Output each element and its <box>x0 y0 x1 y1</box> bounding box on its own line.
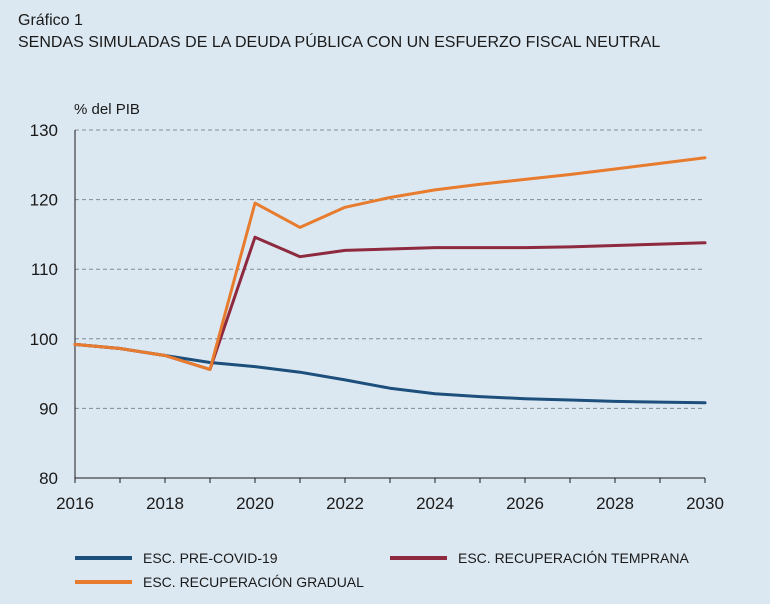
y-tick-label-130: 130 <box>30 121 58 140</box>
y-tick-label-120: 120 <box>30 191 58 210</box>
legend-label-1: ESC. PRE-COVID-19 <box>143 550 278 566</box>
series-line-2 <box>73 235 707 371</box>
x-tick-label-2018: 2018 <box>146 494 184 513</box>
x-axis-ticks: 2016 2018 2020 2022 2024 2026 2028 2030 <box>56 494 724 513</box>
chart-title: SENDAS SIMULADAS DE LA DEUDA PÚBLICA CON… <box>18 34 661 51</box>
x-tick-label-2022: 2022 <box>326 494 364 513</box>
legend-label-3: ESC. RECUPERACIÓN GRADUAL <box>143 574 364 590</box>
axes <box>74 130 706 483</box>
figure-label: Gráfico 1 <box>18 12 83 29</box>
series-line-1 <box>73 342 707 405</box>
series-lines <box>73 156 707 405</box>
x-tick-label-2030: 2030 <box>686 494 724 513</box>
y-tick-label-110: 110 <box>31 260 58 279</box>
x-tick-label-2028: 2028 <box>596 494 634 513</box>
legend-label-2: ESC. RECUPERACIÓN TEMPRANA <box>458 550 689 566</box>
x-tick-label-2016: 2016 <box>56 494 94 513</box>
y-tick-label-90: 90 <box>39 399 58 418</box>
gridlines <box>75 129 705 409</box>
y-axis-ticks: 80 90 100 110 120 130 <box>30 121 58 488</box>
y-axis-unit-label: % del PIB <box>74 101 140 118</box>
series-line-3 <box>73 156 707 371</box>
y-tick-label-100: 100 <box>30 330 58 349</box>
legend: ESC. PRE-COVID-19 ESC. RECUPERACIÓN TEMPR… <box>75 550 689 590</box>
x-tick-label-2020: 2020 <box>236 494 274 513</box>
x-tick-label-2026: 2026 <box>506 494 544 513</box>
y-tick-label-80: 80 <box>39 469 58 488</box>
x-tick-label-2024: 2024 <box>416 494 454 513</box>
